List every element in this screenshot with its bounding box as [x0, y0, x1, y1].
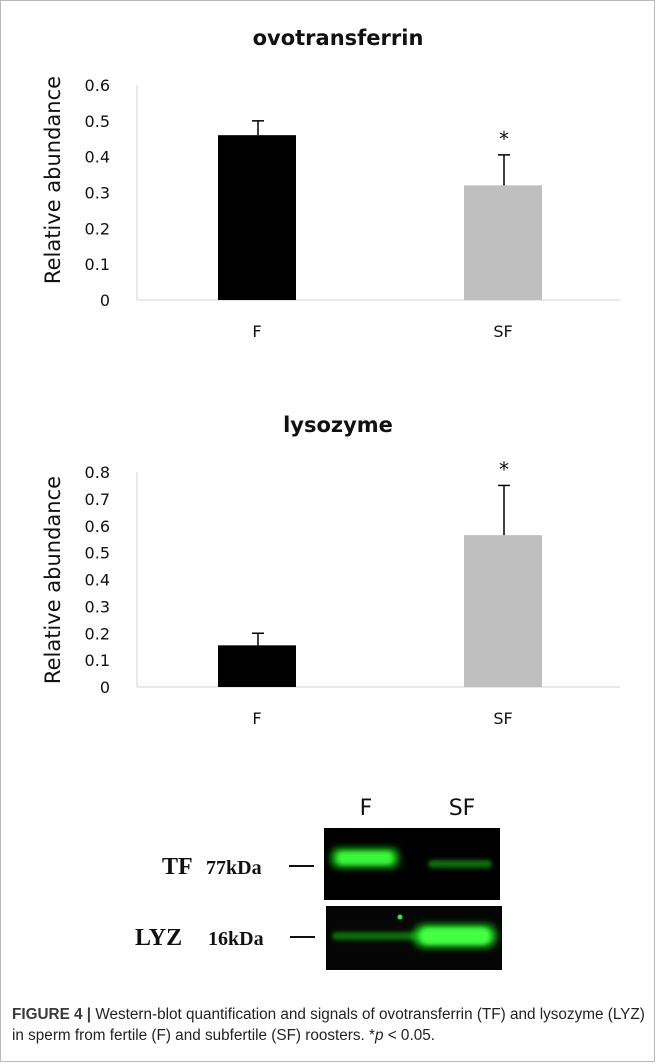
x-tick-label: SF [493, 322, 512, 341]
lane-label-f: F [360, 796, 373, 821]
significance-marker: * [499, 457, 509, 481]
chart-title: ovotransferrin [253, 26, 424, 50]
significance-marker: * [499, 127, 509, 151]
y-tick-label: 0.6 [85, 517, 110, 536]
y-tick-label: 0.1 [85, 255, 110, 274]
y-axis-label: Relative abundance [41, 76, 65, 284]
bar-f [218, 645, 296, 687]
y-tick-label: 0.3 [85, 597, 110, 616]
x-tick-label: F [252, 322, 261, 341]
y-axis-label: Relative abundance [41, 476, 65, 684]
row-label-lyz-size: 16kDa [208, 928, 264, 950]
y-tick-label: 0.5 [85, 112, 110, 131]
x-tick-label: F [252, 709, 261, 728]
y-tick-label: 0.5 [85, 544, 110, 563]
lane-label-sf: SF [449, 796, 476, 821]
tf-band-sf [428, 860, 492, 868]
bar-sf [464, 535, 542, 687]
x-tick-label: SF [493, 709, 512, 728]
row-label-tf-size: 77kDa [206, 857, 262, 879]
bar-sf [464, 185, 542, 300]
blot-spot [397, 914, 403, 920]
y-tick-label: 0.8 [85, 463, 110, 482]
caption-label: FIGURE 4 | [12, 1006, 92, 1023]
caption-text-end: < 0.05. [383, 1027, 435, 1044]
row-label-tf-protein: TF [162, 854, 193, 880]
tf-band-f-core [338, 852, 392, 864]
row-label-lyz-protein: LYZ [135, 925, 182, 951]
y-tick-label: 0.2 [85, 219, 110, 238]
caption-p: p [374, 1027, 384, 1044]
y-tick-label: 0.4 [85, 571, 110, 590]
y-tick-label: 0.3 [85, 184, 110, 203]
caption-text: Western-blot quantification and signals … [12, 1006, 645, 1044]
y-tick-label: 0.2 [85, 624, 110, 643]
chart-ovotransferrin: ovotransferrin Relative abundance 0 0.1 0.… [41, 26, 620, 341]
figure-canvas: ovotransferrin Relative abundance 0 0.1 0.… [41, 26, 620, 970]
bar-f [218, 135, 296, 300]
lyz-band-f [332, 932, 422, 940]
chart-title: lysozyme [283, 413, 393, 437]
y-tick-label: 0.4 [85, 148, 110, 167]
y-tick-label: 0.7 [85, 490, 110, 509]
figure-caption: FIGURE 4 | Western-blot quantification a… [12, 1004, 648, 1046]
lyz-band-sf-core [420, 928, 490, 944]
western-blot-panel: F SF TF 77kDa LYZ 16kDa [135, 796, 502, 970]
y-tick-label: 0.6 [85, 76, 110, 95]
y-tick-label: 0 [100, 291, 110, 310]
chart-lysozyme: lysozyme Relative abundance 0 0.1 0.2 0.3 0.… [41, 413, 620, 728]
y-tick-label: 0 [100, 678, 110, 697]
y-tick-label: 0.1 [85, 651, 110, 670]
